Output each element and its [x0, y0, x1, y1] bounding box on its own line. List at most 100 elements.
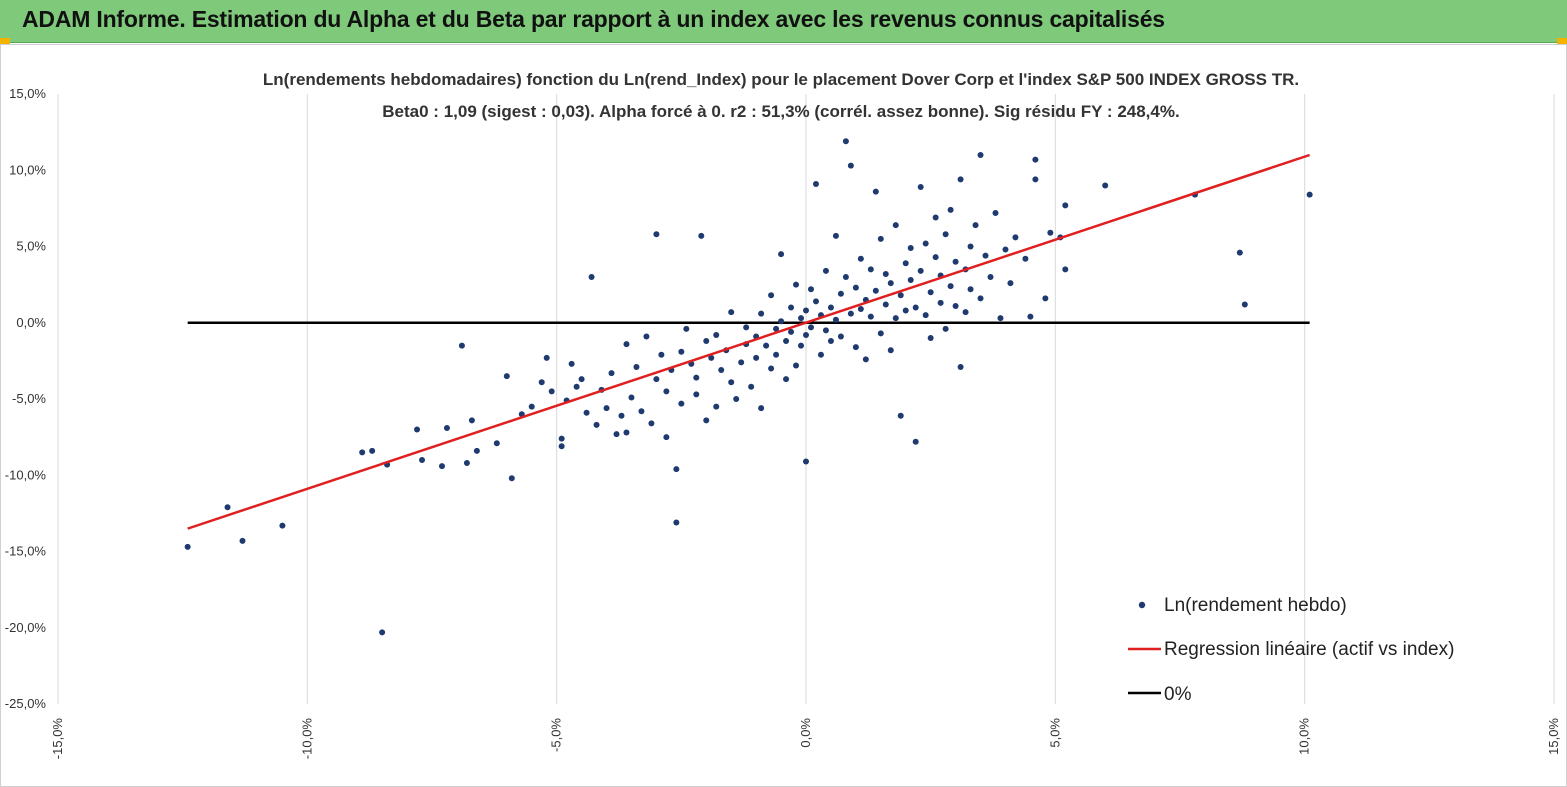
- data-point: [593, 421, 600, 428]
- data-point: [673, 466, 680, 473]
- data-point: [768, 292, 775, 299]
- data-point: [713, 403, 720, 410]
- data-point: [748, 383, 755, 390]
- data-point: [897, 292, 904, 299]
- data-point: [852, 344, 859, 351]
- data-point: [847, 162, 854, 169]
- data-point: [937, 299, 944, 306]
- data-point: [698, 232, 705, 239]
- data-point: [359, 449, 366, 456]
- data-point: [663, 388, 670, 395]
- x-axis-ticks: -15,0% -10,0% -5,0% 0,0% 5,0% 10,0% 15,0%: [50, 718, 1561, 760]
- data-point: [902, 260, 909, 267]
- data-point: [718, 367, 725, 374]
- data-point: [932, 254, 939, 261]
- data-point: [438, 463, 445, 470]
- chart-subtitle: Beta0 : 1,09 (sigest : 0,03). Alpha forc…: [382, 102, 1179, 121]
- data-point: [224, 504, 231, 511]
- data-point: [997, 315, 1004, 322]
- data-point: [473, 447, 480, 454]
- data-point: [628, 394, 635, 401]
- data-point: [972, 222, 979, 229]
- data-point: [798, 342, 805, 349]
- data-point: [778, 318, 785, 325]
- data-point: [927, 289, 934, 296]
- data-point: [902, 307, 909, 314]
- data-point: [528, 403, 535, 410]
- data-point: [643, 333, 650, 340]
- data-point: [653, 231, 660, 238]
- chart-area[interactable]: 15,0% 10,0% 5,0% 0,0% -5,0% -10,0% -15,0% -20,0…: [0, 44, 1567, 787]
- data-point: [693, 391, 700, 398]
- data-point: [817, 351, 824, 358]
- y-axis-ticks: 15,0% 10,0% 5,0% 0,0% -5,0% -10,0% -15,0% -20,0…: [5, 86, 47, 711]
- data-point: [793, 281, 800, 288]
- data-point: [618, 412, 625, 419]
- data-point: [867, 266, 874, 273]
- data-point: [872, 188, 879, 195]
- data-point: [184, 543, 191, 550]
- data-point: [753, 354, 760, 361]
- data-point: [1012, 234, 1019, 241]
- report-header: ADAM Informe. Estimation du Alpha et du …: [0, 0, 1567, 43]
- data-point: [573, 383, 580, 390]
- data-point: [458, 342, 465, 349]
- data-point: [543, 354, 550, 361]
- data-point: [1236, 249, 1243, 256]
- data-point: [443, 424, 450, 431]
- data-point: [877, 330, 884, 337]
- data-point: [778, 251, 785, 258]
- x-tick-label: -5,0%: [549, 718, 564, 752]
- data-point: [887, 347, 894, 354]
- data-point: [987, 274, 994, 280]
- data-point: [758, 310, 765, 317]
- x-tick-label: 10,0%: [1297, 718, 1312, 755]
- data-point: [822, 267, 829, 274]
- data-point: [638, 408, 645, 415]
- data-point: [773, 351, 780, 358]
- legend-label-zero: 0%: [1164, 684, 1192, 705]
- legend-marker-points: [1138, 601, 1146, 609]
- y-tick-label: -15,0%: [5, 544, 47, 559]
- data-point: [369, 447, 376, 454]
- data-point: [758, 405, 765, 412]
- data-point: [882, 270, 889, 277]
- data-point: [663, 434, 670, 441]
- data-point: [832, 316, 839, 323]
- data-point: [728, 379, 735, 386]
- regression-line: [187, 153, 1311, 530]
- data-point: [977, 152, 984, 158]
- data-point: [1027, 313, 1034, 320]
- data-point: [917, 267, 924, 274]
- data-point: [1042, 295, 1049, 302]
- data-point: [788, 304, 795, 311]
- y-tick-label: 10,0%: [9, 162, 46, 177]
- data-point: [503, 373, 510, 380]
- data-point: [887, 280, 894, 287]
- data-point: [812, 180, 819, 187]
- data-point: [468, 417, 475, 424]
- regression-line-group: [187, 153, 1311, 530]
- data-point: [713, 331, 720, 338]
- data-point: [872, 287, 879, 294]
- data-point: [827, 338, 834, 345]
- data-point: [957, 363, 964, 370]
- data-point: [463, 460, 470, 467]
- data-point: [1062, 202, 1069, 209]
- data-point: [783, 338, 790, 345]
- data-point: [807, 324, 814, 331]
- data-point: [857, 255, 864, 262]
- data-point: [837, 333, 844, 340]
- data-point: [703, 417, 710, 424]
- data-point: [947, 206, 954, 213]
- data-point: [1047, 229, 1054, 236]
- data-point: [239, 537, 246, 544]
- legend-label-points: Ln(rendement hebdo): [1164, 595, 1347, 616]
- data-point: [862, 356, 869, 363]
- data-point: [1032, 176, 1039, 183]
- x-tick-label: -15,0%: [50, 718, 65, 760]
- x-tick-label: 15,0%: [1546, 718, 1561, 755]
- y-tick-label: -20,0%: [5, 620, 47, 635]
- y-tick-label: 15,0%: [9, 86, 46, 101]
- y-tick-label: 0,0%: [16, 315, 46, 330]
